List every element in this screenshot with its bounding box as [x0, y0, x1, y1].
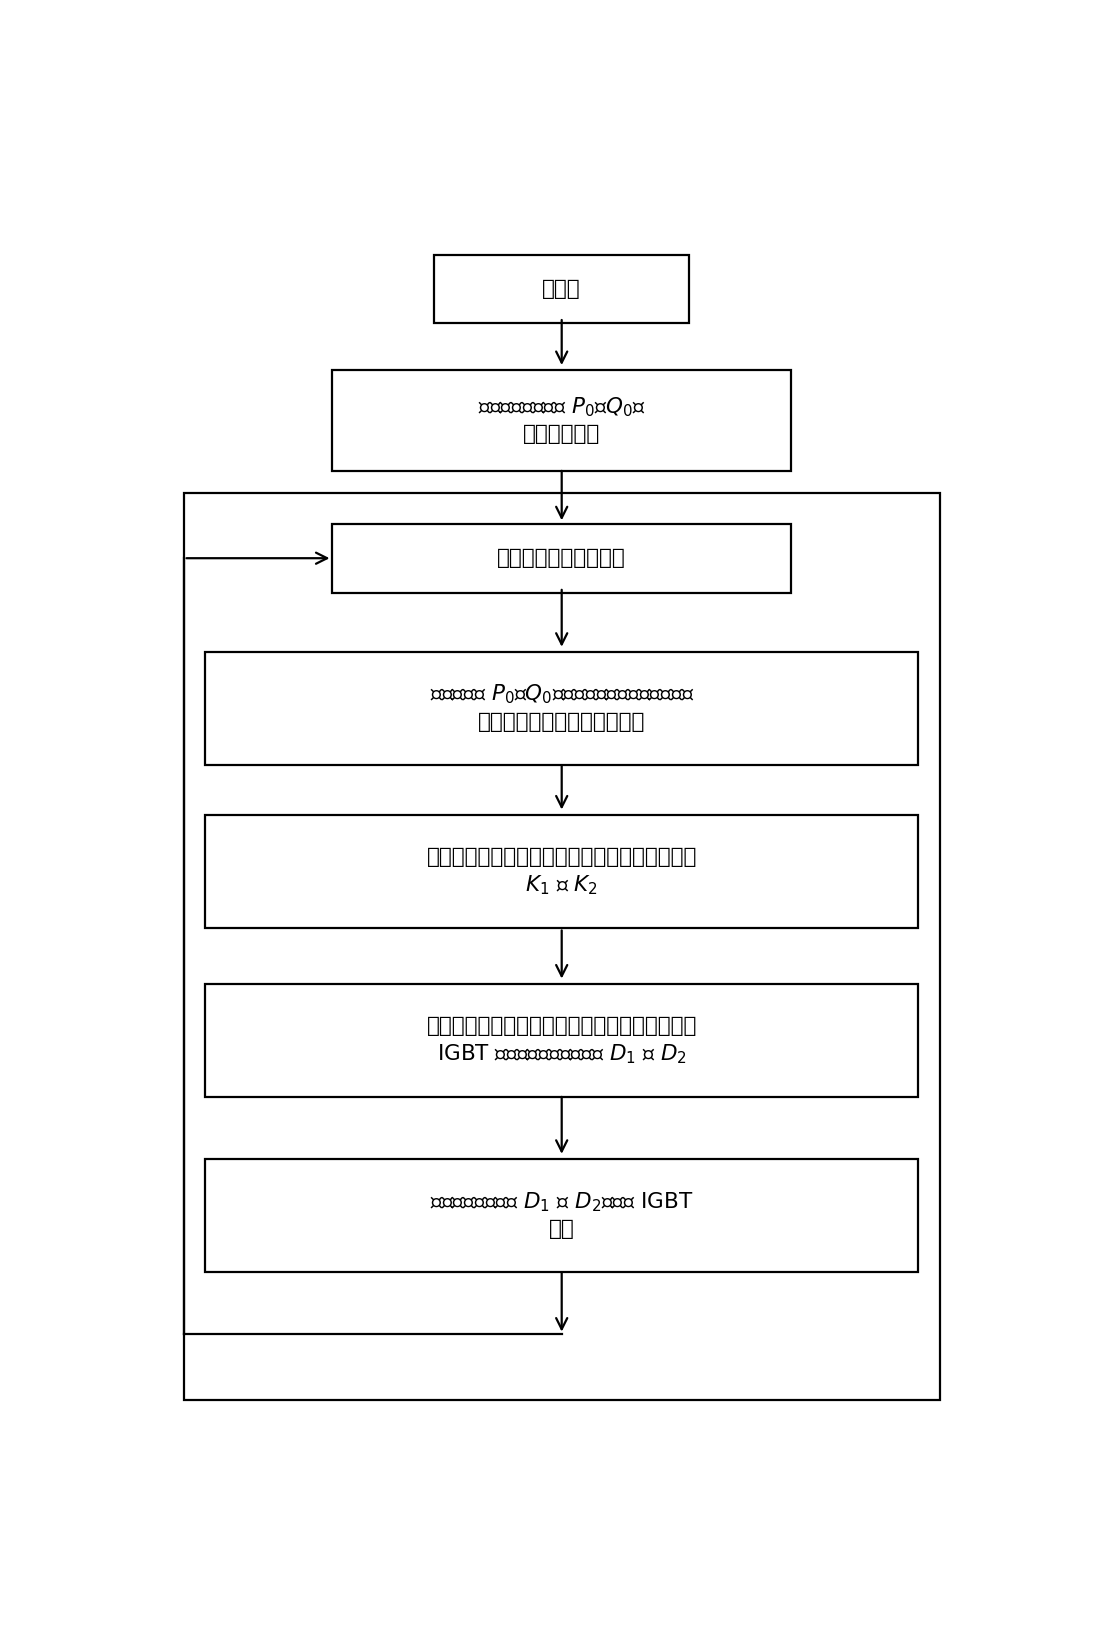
- Text: 导通: 导通: [549, 1220, 574, 1239]
- Text: 测电压、电流及其相角: 测电压、电流及其相角: [498, 548, 626, 567]
- Text: 接收上位机给定的 $P_0$、$Q_0$，: 接收上位机给定的 $P_0$、$Q_0$，: [478, 395, 646, 418]
- Bar: [205, 984, 918, 1096]
- Text: 根据脉宽调制信号 $D_1$ 及 $D_2$，控制 IGBT: 根据脉宽调制信号 $D_1$ 及 $D_2$，控制 IGBT: [430, 1190, 694, 1213]
- Bar: [434, 255, 689, 324]
- Text: 根据宽范围可控变压器输出电压相角正负，确定: 根据宽范围可控变压器输出电压相角正负，确定: [426, 847, 697, 867]
- Bar: [205, 652, 918, 764]
- Bar: [205, 815, 918, 927]
- Text: 初始化: 初始化: [543, 280, 581, 299]
- Bar: [205, 1159, 918, 1272]
- Text: 根据给定值 $P_0$、$Q_0$，计算宽范围可控变压器输出: 根据给定值 $P_0$、$Q_0$，计算宽范围可控变压器输出: [430, 683, 694, 706]
- Bar: [332, 524, 791, 592]
- Bar: [332, 371, 791, 470]
- Text: 关断旁路开关: 关断旁路开关: [523, 424, 601, 444]
- Text: 电压初始相角与输出电压幅值: 电压初始相角与输出电压幅值: [478, 712, 646, 732]
- Bar: [184, 493, 939, 1400]
- Text: $K_1$ 及 $K_2$: $K_1$ 及 $K_2$: [525, 873, 598, 898]
- Text: 根据宽范围可控变压器输出电压初始相角，计算: 根据宽范围可控变压器输出电压初始相角，计算: [426, 1016, 697, 1036]
- Text: IGBT 脉宽调制信号中占空比 $D_1$ 及 $D_2$: IGBT 脉宽调制信号中占空比 $D_1$ 及 $D_2$: [437, 1042, 686, 1065]
